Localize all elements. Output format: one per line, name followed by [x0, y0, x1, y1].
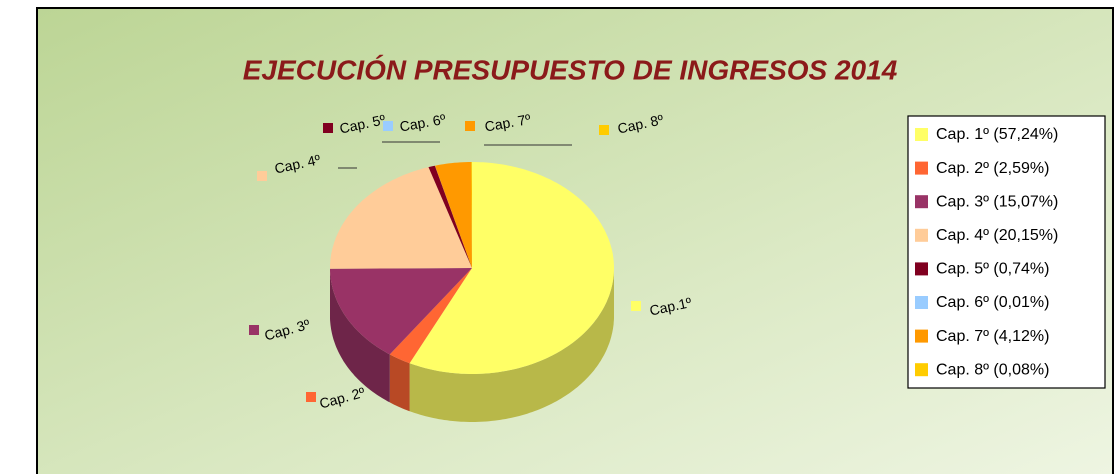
label-marker [383, 121, 393, 131]
legend-marker [915, 296, 928, 309]
slice-side [389, 354, 410, 412]
pie-slice [330, 167, 472, 269]
legend-marker [915, 195, 928, 209]
label-marker [631, 301, 641, 311]
legend-label: Cap. 8º (0,08%) [936, 361, 1049, 378]
label-marker [323, 123, 333, 133]
label-marker [249, 325, 259, 335]
pie-slice [389, 268, 472, 364]
label-marker [306, 392, 316, 402]
legend-box [907, 115, 1106, 389]
legend-label: Cap. 4º (20,15%) [936, 227, 1058, 244]
pie-slice [435, 162, 472, 268]
legend-label: Cap. 7º (4,12%) [936, 328, 1049, 345]
legend-marker [915, 363, 928, 377]
label-marker [257, 171, 267, 181]
pie-slice [409, 162, 614, 374]
legend-label: Cap. 6º (0,01%) [936, 294, 1049, 311]
pie-slice [428, 165, 472, 268]
legend-label: Cap. 3º (15,07%) [936, 193, 1058, 210]
legend-marker [915, 262, 928, 276]
slice-label: Cap. 7º [483, 111, 531, 135]
legend-label: Cap. 5º (0,74%) [936, 261, 1049, 278]
slice-label: Cap. 6º [398, 111, 446, 135]
label-marker [465, 121, 475, 131]
pie-slice [330, 268, 472, 355]
legend-label: Cap. 2º (2,59%) [936, 160, 1049, 177]
slice-side [330, 268, 390, 403]
legend-marker [915, 329, 928, 343]
legend-marker [915, 128, 928, 141]
pie-slice [471, 162, 472, 268]
slice-side [409, 268, 614, 422]
pie-slice [434, 165, 472, 268]
legend-label: Cap. 1º (57,24%) [936, 126, 1058, 143]
chart-title: EJECUCIÓN PRESUPUESTO DE INGRESOS 2014 [243, 54, 898, 85]
label-marker [599, 125, 609, 135]
legend-marker [915, 161, 928, 175]
legend-marker [915, 228, 928, 242]
